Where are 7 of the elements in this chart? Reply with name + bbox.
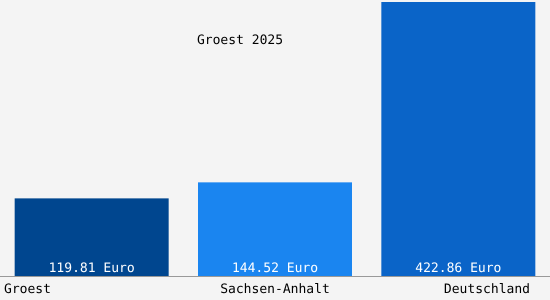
text: Groest 2025 — [196, 33, 284, 48]
x-tick-label: Deutschland — [444, 282, 530, 297]
data-label: 144.52 Euro — [232, 261, 318, 276]
x-tick-label: Groest — [4, 282, 51, 297]
data-label: 119.81 Euro — [48, 261, 135, 276]
x-tick-label: Sachsen-Anhalt — [220, 282, 330, 297]
data-label: 422.86 Euro — [415, 261, 502, 276]
